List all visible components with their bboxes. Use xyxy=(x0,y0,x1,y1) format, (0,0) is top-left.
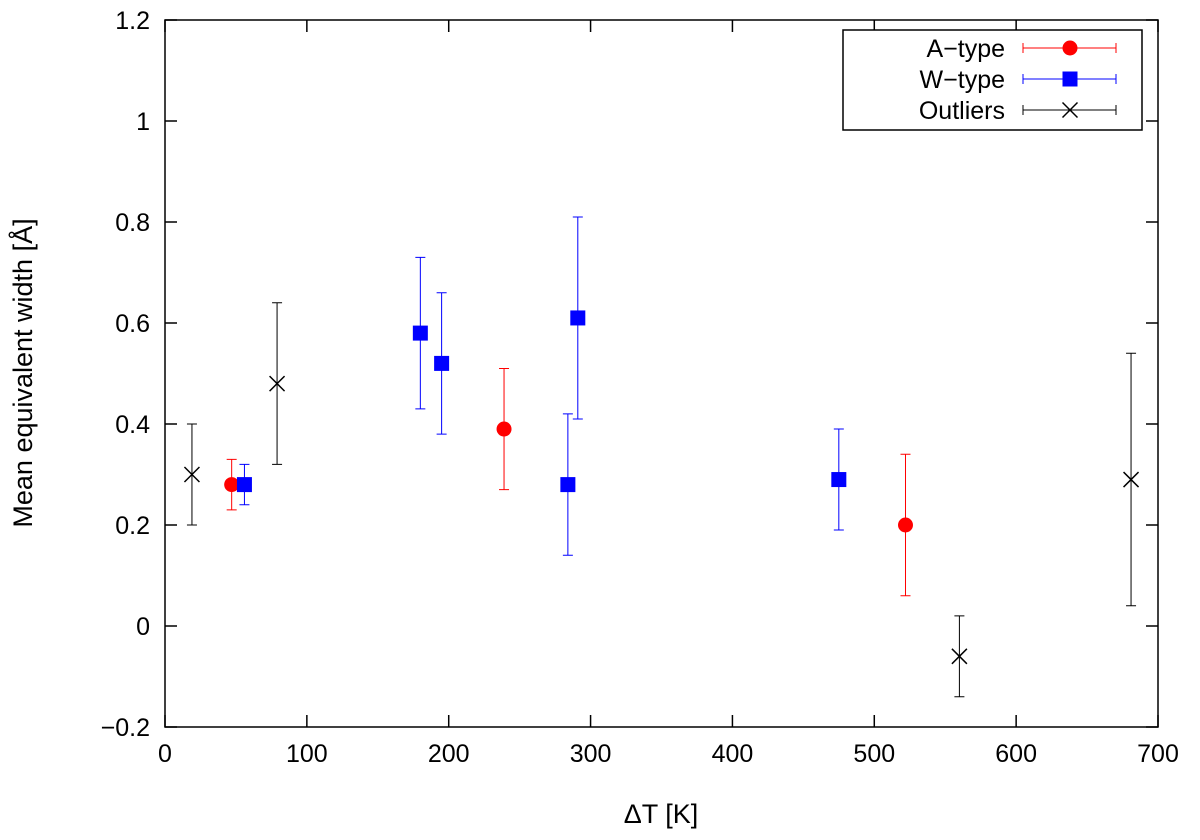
legend-entry-a-type: A−type xyxy=(926,35,1117,63)
y-tick-label: 0.6 xyxy=(115,310,150,338)
legend-x-marker xyxy=(1061,101,1079,119)
w-type-point xyxy=(570,310,586,326)
x-tick-label: 200 xyxy=(428,740,470,768)
legend-label: Outliers xyxy=(919,97,1005,125)
y-tick-label: −0.2 xyxy=(101,714,150,742)
tick-labels-layer: 0 100 200 300 400 500 600 700 −0.2 0 0.2 0.4 0.6 0.8 1… xyxy=(101,7,1179,768)
legend-box xyxy=(842,29,1143,131)
legend-label: A−type xyxy=(926,35,1005,63)
x-tick-label: 500 xyxy=(853,740,895,768)
a-type-point xyxy=(897,517,913,533)
outlier-point xyxy=(951,648,968,665)
a-type-point xyxy=(224,477,240,493)
y-tick-label: 1 xyxy=(136,108,150,136)
legend-label: W−type xyxy=(920,66,1005,94)
outlier-point xyxy=(183,466,200,483)
a-type-point xyxy=(496,421,512,437)
w-type-point xyxy=(560,477,576,493)
y-tick-label: 0.4 xyxy=(115,411,150,439)
outlier-point xyxy=(269,375,286,392)
x-tick-label: 100 xyxy=(286,740,328,768)
legend-circle-marker xyxy=(1062,40,1078,56)
x-tick-label: 0 xyxy=(158,740,172,768)
x-tick-label: 400 xyxy=(712,740,754,768)
y-axis-title: Mean equivalent width [Å] xyxy=(7,218,38,527)
x-tick-label: 300 xyxy=(570,740,612,768)
x-tick-label: 600 xyxy=(995,740,1037,768)
w-type-point xyxy=(831,472,847,488)
error-bars-layer xyxy=(186,216,1137,698)
w-type-point xyxy=(412,325,428,341)
legend-square-marker xyxy=(1062,71,1078,87)
legend-entry-outliers: Outliers xyxy=(919,97,1117,125)
legend-entry-w-type: W−type xyxy=(920,66,1117,94)
markers-layer xyxy=(183,310,1140,665)
w-type-point xyxy=(434,355,450,371)
x-axis-title: ΔT [K] xyxy=(624,799,699,829)
plot-frame xyxy=(164,19,1159,728)
x-tick-label: 700 xyxy=(1137,740,1179,768)
legend: A−type W−type Outliers xyxy=(842,29,1143,131)
y-tick-label: 0.2 xyxy=(115,512,150,540)
y-tick-label: 0 xyxy=(136,613,150,641)
y-tick-label: 0.8 xyxy=(115,209,150,237)
y-tick-label: 1.2 xyxy=(115,7,150,35)
w-type-point xyxy=(236,477,252,493)
outlier-point xyxy=(1123,471,1140,488)
